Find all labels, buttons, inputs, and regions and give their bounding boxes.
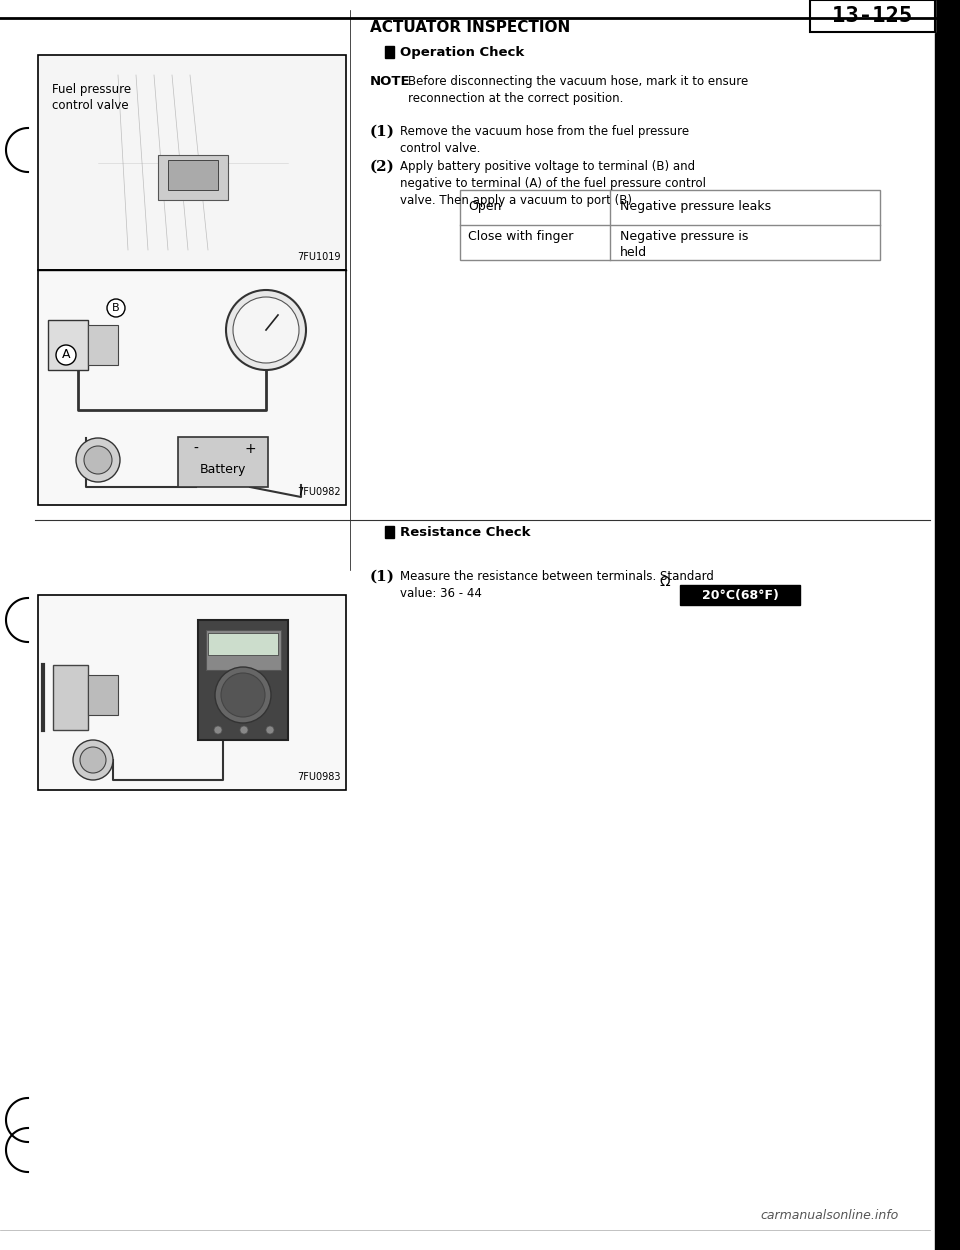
Text: Close with finger: Close with finger <box>468 230 573 242</box>
Bar <box>198 620 288 740</box>
Circle shape <box>73 740 113 780</box>
Bar <box>935 0 960 1250</box>
Text: Battery: Battery <box>200 462 246 475</box>
Circle shape <box>56 345 76 365</box>
Text: Fuel pressure
control valve: Fuel pressure control valve <box>52 82 132 112</box>
Circle shape <box>84 446 112 474</box>
Text: Operation Check: Operation Check <box>400 46 524 59</box>
Circle shape <box>214 726 222 734</box>
Text: (2): (2) <box>370 160 395 174</box>
Text: A: A <box>61 349 70 361</box>
Text: Before disconnecting the vacuum hose, mark it to ensure
reconnection at the corr: Before disconnecting the vacuum hose, ma… <box>408 75 748 105</box>
Circle shape <box>107 299 125 318</box>
Bar <box>53 665 88 730</box>
Bar <box>38 270 346 505</box>
Text: 13-125: 13-125 <box>832 6 912 26</box>
Bar <box>460 190 880 260</box>
Bar <box>178 438 268 488</box>
Bar <box>680 585 800 605</box>
Text: Ω: Ω <box>660 575 671 589</box>
Bar <box>385 526 394 538</box>
Bar <box>48 320 88 370</box>
Text: carmanualsonline.info: carmanualsonline.info <box>761 1209 900 1222</box>
Bar <box>38 55 346 270</box>
Bar <box>38 595 346 790</box>
Circle shape <box>240 726 248 734</box>
Text: 7FU0983: 7FU0983 <box>298 772 341 782</box>
Circle shape <box>215 668 271 722</box>
Circle shape <box>76 438 120 483</box>
Text: NOTE: NOTE <box>370 75 411 88</box>
Bar <box>206 630 281 670</box>
Text: -: - <box>194 442 199 456</box>
Text: Open: Open <box>468 200 501 212</box>
Text: Resistance Check: Resistance Check <box>400 526 531 539</box>
Circle shape <box>80 748 106 772</box>
Text: Remove the vacuum hose from the fuel pressure
control valve.: Remove the vacuum hose from the fuel pre… <box>400 125 689 155</box>
Text: (1): (1) <box>370 570 395 584</box>
Bar <box>88 675 118 715</box>
Text: Apply battery positive voltage to terminal (B) and
negative to terminal (A) of t: Apply battery positive voltage to termin… <box>400 160 706 208</box>
Text: B: B <box>112 302 120 312</box>
Bar <box>810 0 935 32</box>
Text: Negative pressure is
held: Negative pressure is held <box>620 230 749 259</box>
Text: 20°C(68°F): 20°C(68°F) <box>702 589 779 601</box>
Bar <box>168 160 218 190</box>
Bar <box>208 632 278 655</box>
Circle shape <box>266 726 274 734</box>
Bar <box>158 155 228 200</box>
Circle shape <box>233 298 299 362</box>
Circle shape <box>226 290 306 370</box>
Text: ACTUATOR INSPECTION: ACTUATOR INSPECTION <box>370 20 570 35</box>
Text: Measure the resistance between terminals. Standard
value: 36 - 44: Measure the resistance between terminals… <box>400 570 714 600</box>
Bar <box>385 46 394 58</box>
Text: Negative pressure leaks: Negative pressure leaks <box>620 200 771 212</box>
Text: (1): (1) <box>370 125 395 139</box>
Bar <box>88 325 118 365</box>
Circle shape <box>221 672 265 717</box>
Text: 7FU1019: 7FU1019 <box>298 253 341 262</box>
Bar <box>810 0 935 32</box>
Text: +: + <box>244 442 255 456</box>
Text: 7FU0982: 7FU0982 <box>298 488 341 498</box>
